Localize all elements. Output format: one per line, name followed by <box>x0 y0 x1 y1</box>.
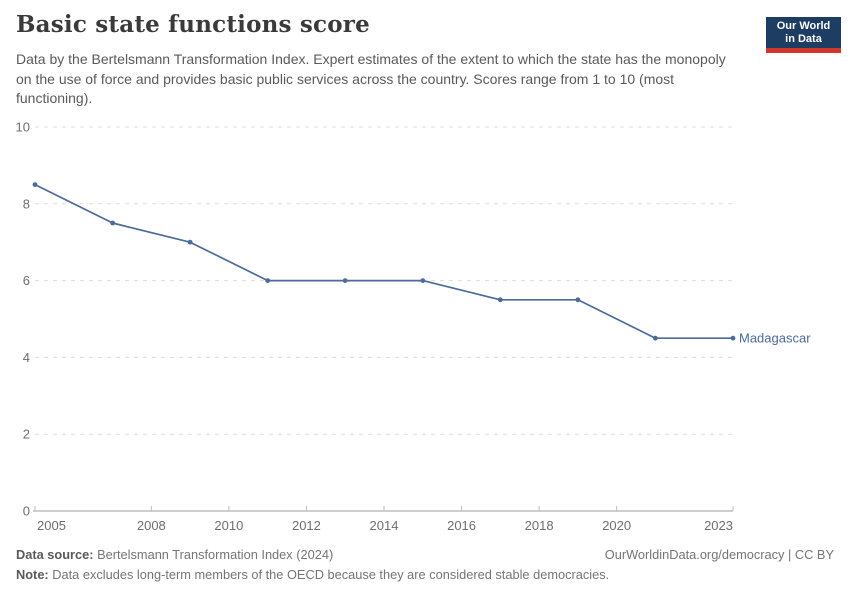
data-point <box>730 335 736 341</box>
chart-subtitle: Data by the Bertelsmann Transformation I… <box>16 51 726 106</box>
x-tick-label: 2010 <box>214 518 243 533</box>
series-line <box>34 183 733 340</box>
data-point <box>110 220 115 226</box>
data-point <box>575 297 581 303</box>
data-point <box>187 239 193 245</box>
x-tick-label: 2012 <box>292 518 321 533</box>
x-tick-label: 2023 <box>704 518 733 533</box>
y-tick-label: 8 <box>23 196 30 211</box>
series-end-label: Madagascar <box>739 331 811 346</box>
chart-footer: Data source: Bertelsmann Transformation … <box>16 547 834 582</box>
owid-logo-line1: Our World <box>776 20 831 32</box>
x-tick-label: 2016 <box>447 518 476 533</box>
y-tick-label: 2 <box>23 427 30 442</box>
data-source-text: Bertelsmann Transformation Index (2024) <box>93 547 334 562</box>
data-point <box>420 278 426 283</box>
data-point <box>653 335 658 341</box>
data-source: Data source: Bertelsmann Transformation … <box>16 547 333 562</box>
x-tick-label: 2008 <box>137 518 166 533</box>
x-tick-label: 2014 <box>370 518 399 533</box>
note-text: Data excludes long-term members of the O… <box>48 567 610 582</box>
owid-logo[interactable]: Our World in Data <box>766 17 841 53</box>
note-label: Note: <box>16 567 49 582</box>
owid-logo-line2: in Data <box>785 33 822 45</box>
data-point <box>342 278 348 283</box>
data-point <box>497 297 503 303</box>
y-tick-label: 10 <box>16 120 30 135</box>
x-tick-label: 2005 <box>37 518 66 533</box>
chart-note: Note: Data excludes long-term members of… <box>16 567 834 582</box>
data-source-label: Data source: <box>16 547 94 562</box>
y-tick-label: 0 <box>23 504 30 519</box>
data-point <box>32 182 38 188</box>
chart-title: Basic state functions score <box>16 11 370 38</box>
y-tick-label: 6 <box>23 273 30 288</box>
credit-link[interactable]: OurWorldinData.org/democracy | CC BY <box>604 547 834 562</box>
x-tick-label: 2018 <box>525 518 554 533</box>
x-tick-label: 2020 <box>602 518 631 533</box>
data-point <box>265 278 271 283</box>
y-tick-label: 4 <box>23 350 30 365</box>
